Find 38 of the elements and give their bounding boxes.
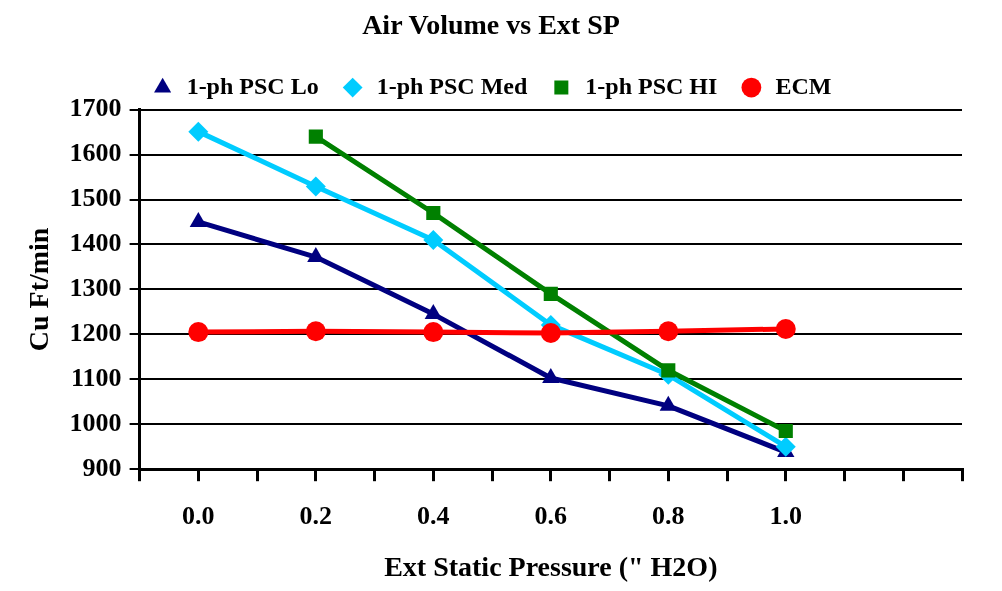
y-tick-label: 1400 (69, 228, 122, 258)
legend-label: ECM (775, 72, 832, 99)
point (305, 321, 326, 342)
point (775, 318, 796, 339)
point (778, 423, 793, 439)
y-tick-label: 1300 (69, 273, 122, 303)
point (423, 322, 444, 343)
point (423, 229, 444, 250)
chart-title: Air Volume vs Ext SP (362, 9, 620, 41)
point (543, 286, 558, 301)
point (188, 322, 209, 343)
y-tick-label: 1200 (69, 318, 122, 348)
y-tick-label: 1600 (69, 138, 122, 168)
y-tick-label: 900 (82, 452, 122, 482)
x-tick-label: 0.0 (182, 500, 215, 530)
point (308, 129, 323, 144)
point (426, 205, 441, 221)
y-tick-label: 1700 (69, 93, 122, 123)
y-axis-title: Cu Ft/min (23, 227, 55, 352)
x-axis-title: Ext Static Pressure (" H2O) (384, 551, 718, 583)
x-tick-label: 0.2 (299, 500, 333, 530)
point (661, 363, 676, 378)
x-tick-label: 0.4 (417, 500, 450, 530)
point (305, 176, 326, 197)
legend-label: 1-ph PSC HI (585, 72, 718, 99)
point (424, 304, 442, 320)
legend-label: 1-ph PSC Med (376, 72, 528, 99)
x-tick-label: 0.6 (534, 500, 568, 530)
y-tick-label: 1500 (69, 183, 122, 213)
x-tick-label: 0.8 (652, 500, 685, 530)
point (658, 321, 679, 342)
legend-label: 1-ph PSC Lo (186, 72, 319, 99)
y-tick-label: 1100 (71, 363, 122, 393)
point (188, 121, 209, 142)
x-tick-label: 1.0 (769, 500, 803, 530)
point (775, 436, 796, 457)
point (540, 323, 561, 343)
y-tick-label: 1000 (69, 407, 122, 437)
